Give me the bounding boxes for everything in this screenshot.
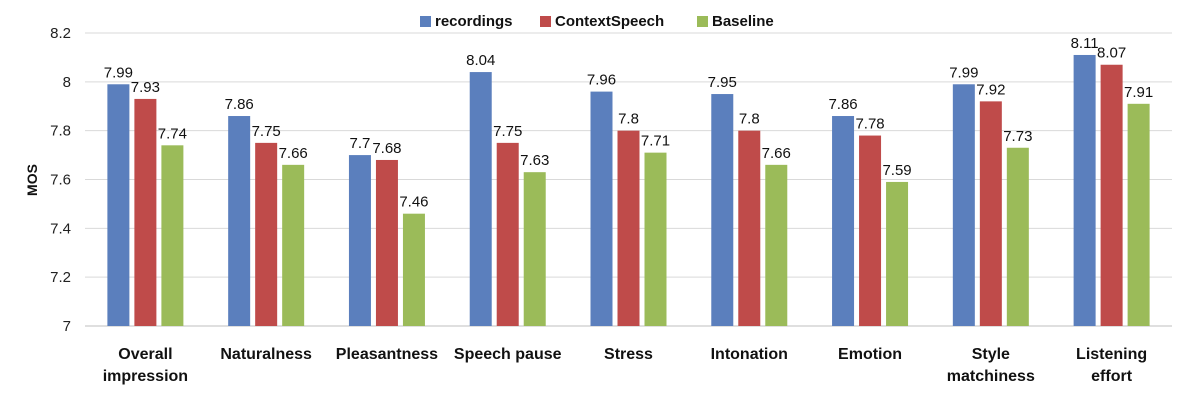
value-label: 7.68 <box>372 140 401 157</box>
y-tick-label: 8.2 <box>50 25 71 42</box>
category-label: Listening <box>1076 346 1147 363</box>
category-label: Naturalness <box>220 346 312 363</box>
value-label: 7.75 <box>493 123 522 140</box>
value-label: 7.59 <box>882 162 911 179</box>
value-label: 7.46 <box>399 194 428 211</box>
y-tick-label: 7.4 <box>50 220 71 237</box>
bar-recordings <box>228 116 251 327</box>
bar-contextspeech <box>375 159 398 326</box>
bar-contextspeech <box>1100 64 1123 326</box>
y-tick-label: 8 <box>63 74 71 91</box>
bar-recordings <box>952 84 975 327</box>
bar-contextspeech <box>496 142 519 326</box>
legend-entry: Baseline <box>712 13 774 30</box>
value-label: 7.66 <box>279 145 308 162</box>
value-label: 7.75 <box>252 123 281 140</box>
legend-swatch <box>420 16 431 27</box>
bar-baseline <box>886 181 909 326</box>
value-label: 8.11 <box>1071 35 1099 52</box>
bar-baseline <box>1006 147 1029 326</box>
value-label: 7.8 <box>739 111 760 128</box>
value-labels: 7.997.937.747.867.757.667.7 7.687.468.047… <box>104 35 1153 211</box>
bar-contextspeech <box>134 98 157 326</box>
bar-baseline <box>523 172 546 326</box>
bar-recordings <box>348 155 371 326</box>
bar-baseline <box>282 164 305 326</box>
value-label: 7.95 <box>708 74 737 91</box>
bar-recordings <box>469 72 492 326</box>
value-label: 7.71 <box>641 133 670 150</box>
category-label: matchiness <box>947 368 1035 385</box>
bar-baseline <box>644 152 667 326</box>
bar-contextspeech <box>255 142 278 326</box>
y-axis-title: MOS <box>24 164 40 196</box>
bar-recordings <box>107 84 130 327</box>
legend-entry: ContextSpeech <box>555 13 664 30</box>
y-axis-ticks: 7 7.2 7.4 7.6 7.8 8 8.2 <box>50 25 71 335</box>
value-label: 7.96 <box>587 72 616 89</box>
x-axis-categories: Overall impression Naturalness Pleasantness… <box>103 346 1147 385</box>
value-label: 7.7 <box>350 135 371 152</box>
value-label: 7.99 <box>949 64 978 81</box>
value-label: 7.66 <box>762 145 791 162</box>
value-label: 8.04 <box>466 52 495 69</box>
bar-recordings <box>590 91 613 326</box>
legend-swatch <box>697 16 708 27</box>
y-tick-label: 7.2 <box>50 269 71 286</box>
bar-recordings <box>832 116 855 327</box>
category-label: Stress <box>604 346 653 363</box>
value-label: 7.99 <box>104 64 133 81</box>
value-label: 7.74 <box>158 125 187 142</box>
y-tick-label: 7.8 <box>50 123 71 140</box>
category-label: effort <box>1091 368 1133 385</box>
category-label: Intonation <box>711 346 788 363</box>
bar-baseline <box>1127 103 1150 326</box>
category-label: Pleasantness <box>336 346 438 363</box>
bar-baseline <box>765 164 788 326</box>
category-label: impression <box>103 368 188 385</box>
value-label: 7.73 <box>1003 128 1032 145</box>
value-label: 8.07 <box>1097 45 1126 62</box>
value-label: 7.78 <box>855 116 884 133</box>
bar-contextspeech <box>859 135 882 326</box>
legend-entry: recordings <box>435 13 513 30</box>
category-label: Speech pause <box>454 346 562 363</box>
category-label: Style <box>972 346 1010 363</box>
legend-swatch <box>540 16 551 27</box>
value-label: 7.8 <box>618 111 639 128</box>
bar-contextspeech <box>738 130 761 326</box>
value-label: 7.86 <box>225 96 254 113</box>
value-label: 7.63 <box>520 152 549 169</box>
bar-contextspeech <box>979 101 1002 326</box>
y-tick-label: 7 <box>63 318 71 335</box>
legend: recordings ContextSpeech Baseline <box>420 13 774 30</box>
bar-recordings <box>1073 54 1096 326</box>
value-label: 7.92 <box>976 81 1005 98</box>
category-label: Overall <box>118 346 172 363</box>
bar-baseline <box>402 213 425 326</box>
bar-contextspeech <box>617 130 640 326</box>
bar-baseline <box>161 145 184 326</box>
value-label: 7.93 <box>131 79 160 96</box>
value-label: 7.91 <box>1124 84 1153 101</box>
bars <box>107 54 1150 327</box>
value-label: 7.86 <box>828 96 857 113</box>
y-tick-label: 7.6 <box>50 172 71 189</box>
bar-recordings <box>711 94 734 327</box>
category-label: Emotion <box>838 346 902 363</box>
